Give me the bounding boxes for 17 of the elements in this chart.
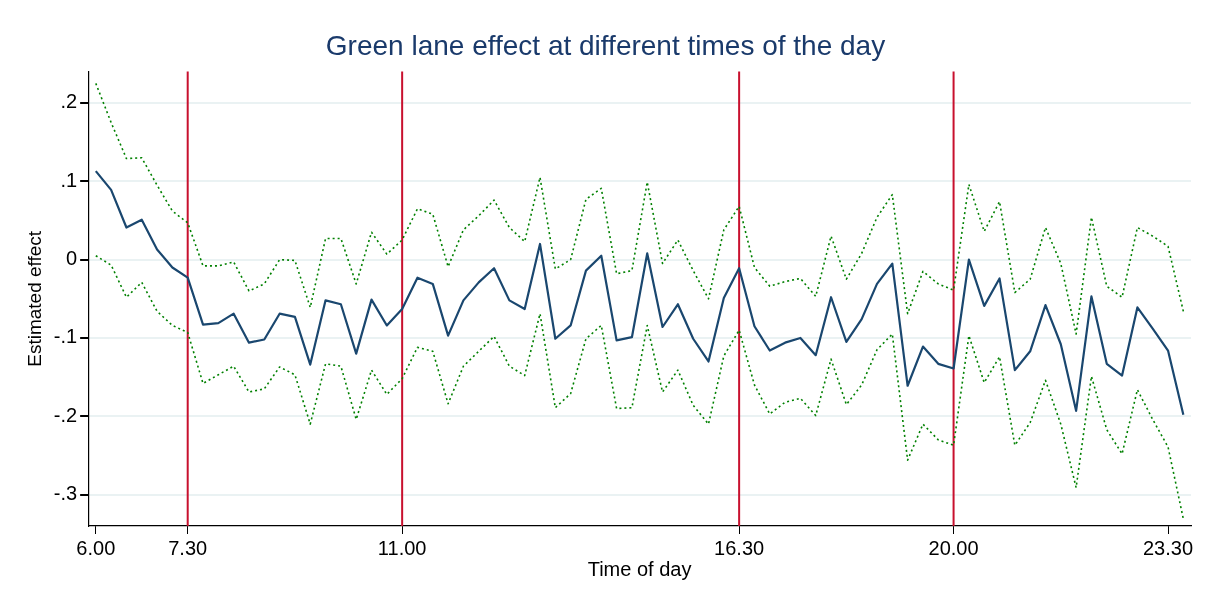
x-tick-label: 16.30 (714, 536, 765, 559)
y-tick-label: .2 (60, 90, 78, 113)
x-tick-label: 23.30 (1142, 536, 1194, 559)
y-tick-label: .1 (60, 168, 78, 191)
x-tick-label: 6.00 (76, 536, 116, 559)
line-series (95, 82, 1185, 335)
x-axis-title: Time of day (587, 557, 692, 580)
y-tick-label: -.3 (53, 482, 78, 505)
y-tick-label: -.2 (53, 403, 78, 426)
chart-title: Green lane effect at different times of the day (325, 29, 886, 61)
x-tick-label: 20.00 (928, 536, 979, 559)
y-tick-label: 0 (66, 247, 78, 270)
x-tick-label: 7.30 (168, 536, 208, 559)
x-tick-label: 11.00 (377, 536, 427, 559)
line-series (95, 254, 1185, 520)
y-axis-title: Estimated effect (23, 230, 45, 367)
y-tick-label: -.1 (53, 325, 78, 348)
